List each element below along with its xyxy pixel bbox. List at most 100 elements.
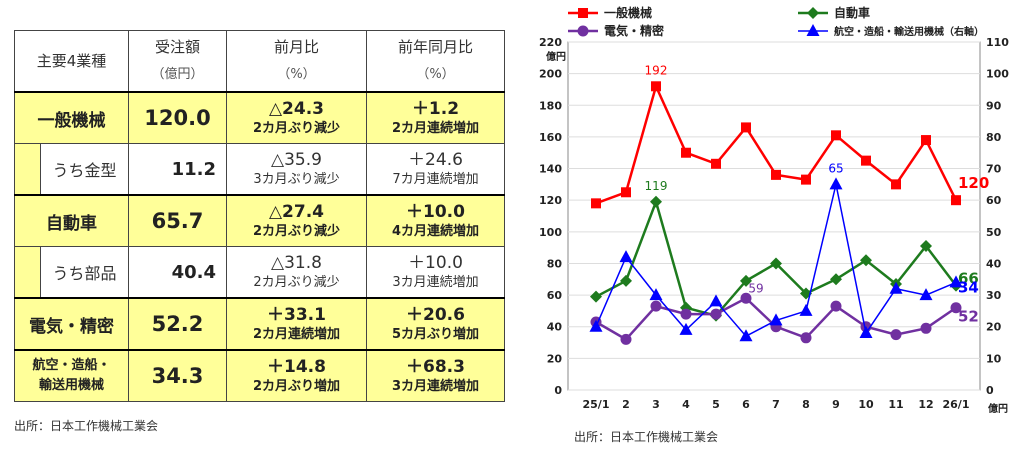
data-point <box>831 130 841 141</box>
table-row: うち部品 40.4 △31.8 2カ月ぶり減少 ＋10.0 3カ月連続増加 <box>14 246 505 299</box>
x-tick-label: 8 <box>802 398 810 411</box>
row-mom-note: 2カ月ぶり減少 <box>252 224 341 239</box>
y-right-tick-label: 90 <box>986 99 1002 112</box>
header-yoy-unit: （%） <box>416 67 455 82</box>
row-amount: 40.4 <box>128 246 227 299</box>
data-point <box>711 158 721 169</box>
data-point <box>619 250 633 263</box>
x-tick-label: 10 <box>858 398 874 411</box>
y-left-tick-label: 20 <box>547 352 563 365</box>
data-point <box>651 81 661 92</box>
data-point <box>950 302 962 314</box>
data-point <box>590 290 602 303</box>
row-mom-value: △24.3 <box>268 99 325 119</box>
y-left-tick-label: 60 <box>547 289 563 302</box>
data-point <box>949 275 963 288</box>
data-point <box>829 177 843 190</box>
row-category: 一般機械 <box>14 91 129 144</box>
data-point <box>709 294 723 307</box>
row-yoy-note: 3カ月連続増加 <box>392 275 479 290</box>
x-tick-label: 26/1 <box>943 398 970 411</box>
table-row: 航空・造船・ 輸送用機械 34.3 ＋14.8 2カ月ぶり増加 ＋68.3 3カ… <box>14 349 505 402</box>
row-mom-value: △27.4 <box>268 202 325 222</box>
data-label: 66 <box>958 270 979 288</box>
y-right-tick-label: 70 <box>986 163 1002 176</box>
header-yoy-label: 前年同月比 <box>397 38 473 56</box>
row-subcategory: うち金型 <box>40 143 129 196</box>
y-right-tick-label: 0 <box>986 384 994 397</box>
row-mom: △27.4 2カ月ぶり減少 <box>226 194 367 247</box>
data-point <box>859 326 873 339</box>
data-label: 119 <box>645 179 668 193</box>
row-yoy: ＋1.2 2カ月連続増加 <box>366 91 505 144</box>
row-amount: 34.3 <box>128 349 227 402</box>
row-yoy-value: ＋10.0 <box>406 202 465 222</box>
row-mom: ＋14.8 2カ月ぶり増加 <box>226 349 367 402</box>
data-point <box>740 274 752 287</box>
data-label: 120 <box>958 174 989 192</box>
table-row: うち金型 11.2 △35.9 3カ月ぶり減少 ＋24.6 7カ月連続増加 <box>14 143 505 196</box>
y-left-tick-label: 0 <box>554 384 562 397</box>
row-yoy: ＋24.6 7カ月連続増加 <box>366 143 505 196</box>
line-chart: 0 20 40 60 80 100 120 140 160 180 200 220 0 10 20 30 40 5… <box>539 5 1009 415</box>
data-point <box>740 292 752 304</box>
row-mom: △31.8 2カ月ぶり減少 <box>226 246 367 299</box>
table-header-row: 主要4業種 受注額 （億円） 前月比 （%） 前年同月比 （%） <box>14 30 505 93</box>
row-mom-note: 3カ月ぶり減少 <box>253 172 340 187</box>
header-yoy: 前年同月比 （%） <box>366 30 505 93</box>
x-tick-label: 6 <box>742 398 750 411</box>
row-mom: ＋33.1 2カ月連続増加 <box>226 297 367 351</box>
table-row: 自動車 65.7 △27.4 2カ月ぶり減少 ＋10.0 4カ月連続増加 <box>14 194 505 247</box>
data-point <box>620 333 632 345</box>
table-row: 電気・精密 52.2 ＋33.1 2カ月連続増加 ＋20.6 5カ月ぶり増加 <box>14 297 505 351</box>
y-left-tick-label: 120 <box>539 194 562 207</box>
x-tick-label: 12 <box>918 398 933 411</box>
y-right-tick-label: 80 <box>986 131 1002 144</box>
y-left-tick-label: 100 <box>539 226 562 239</box>
data-point <box>589 319 603 332</box>
header-amount: 受注額 （億円） <box>128 30 227 93</box>
data-point <box>620 274 632 287</box>
x-tick-label: 7 <box>772 398 780 411</box>
legend-label: 自動車 <box>834 5 870 20</box>
row-yoy: ＋68.3 3カ月連続増加 <box>366 349 505 402</box>
y-left-unit: 億円 <box>546 50 566 63</box>
y-right-tick-label: 20 <box>986 321 1002 334</box>
row-indent <box>14 246 41 299</box>
row-yoy: ＋20.6 5カ月ぶり増加 <box>366 297 505 351</box>
data-point <box>650 300 662 312</box>
y-left-tick-label: 180 <box>539 99 562 112</box>
x-tick-label: 3 <box>652 398 660 411</box>
y-left-tick-label: 160 <box>539 131 562 144</box>
x-tick-label: 9 <box>832 398 840 411</box>
legend-label: 航空・造船・輸送用機械（右軸） <box>834 25 984 38</box>
data-point <box>951 195 961 206</box>
header-amount-label: 受注額 <box>154 38 200 56</box>
x-tick-label: 25/1 <box>583 398 610 411</box>
data-label: 65 <box>828 161 843 175</box>
legend-label: 一般機械 <box>604 5 652 20</box>
row-yoy-note: 7カ月連続増加 <box>392 172 479 187</box>
row-subcategory: うち部品 <box>40 246 129 299</box>
row-category-line1: 航空・造船・ <box>32 358 111 373</box>
y-left-tick-label: 140 <box>539 163 562 176</box>
row-mom-note: 2カ月連続増加 <box>252 327 341 342</box>
data-point <box>889 281 903 294</box>
data-point <box>591 198 601 209</box>
row-yoy: ＋10.0 4カ月連続増加 <box>366 194 505 247</box>
y-left-tick-label: 200 <box>539 68 562 81</box>
header-mom-label: 前月比 <box>273 38 319 56</box>
y-right-tick-label: 50 <box>986 226 1002 239</box>
data-point <box>921 135 931 146</box>
row-amount: 52.2 <box>128 297 227 351</box>
data-point <box>710 308 722 320</box>
data-point <box>800 332 812 344</box>
row-category: 自動車 <box>14 194 129 247</box>
row-mom-value: ＋14.8 <box>267 357 326 377</box>
data-point <box>920 240 932 253</box>
data-point <box>679 322 693 335</box>
row-mom-value: ＋33.1 <box>267 305 326 325</box>
legend-swatch-marker <box>807 7 819 19</box>
y-right-tick-label: 100 <box>986 68 1009 81</box>
data-point <box>860 254 872 267</box>
